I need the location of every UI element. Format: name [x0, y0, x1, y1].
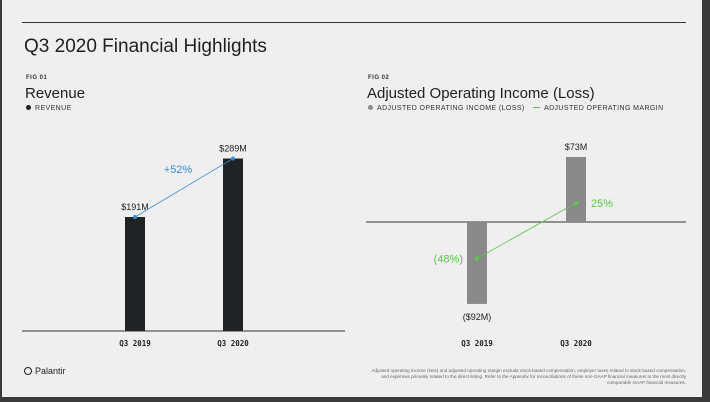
legend-label: REVENUE — [35, 105, 72, 112]
charts-canvas: $191M Q3 2019 $289M Q3 2020 +52% ($92M) Q3 201… — [22, 142, 686, 348]
data-label: $191M — [121, 202, 149, 212]
page-title: Q3 2020 Financial Highlights — [24, 36, 267, 57]
x-tick-label: Q3 2019 — [461, 339, 493, 348]
margin-point — [574, 201, 578, 205]
margin-line — [476, 202, 577, 259]
legend-revenue: REVENUE — [26, 105, 72, 112]
bar-revenue-0 — [125, 217, 145, 331]
growth-line — [134, 158, 234, 218]
x-tick-label: Q3 2020 — [560, 339, 592, 348]
bar-revenue-1 — [223, 158, 243, 331]
bar-aoi-0 — [467, 222, 487, 304]
growth-point — [133, 215, 137, 220]
x-tick-label: Q3 2020 — [217, 339, 249, 348]
data-label: $73M — [565, 142, 588, 152]
legend-aoi: ADJUSTED OPERATING INCOME (LOSS) ADJUSTE… — [368, 105, 664, 112]
footnote: Adjusted operating income (loss) and adj… — [371, 368, 686, 385]
legend-label: ADJUSTED OPERATING INCOME (LOSS) — [377, 105, 525, 112]
x-tick-label: Q3 2019 — [119, 339, 151, 348]
legend-line-icon — [533, 107, 540, 108]
data-label: $289M — [219, 144, 247, 154]
margin-label: 25% — [591, 198, 613, 210]
fig-label-2: FIG 02 — [368, 75, 390, 81]
legend-dot-icon — [26, 105, 31, 110]
chart-title-aoi: Adjusted Operating Income (Loss) — [367, 85, 595, 102]
growth-annotation: +52% — [164, 164, 193, 176]
legend-label: ADJUSTED OPERATING MARGIN — [544, 105, 664, 112]
brand-name: Palantir — [35, 366, 66, 376]
legend-dot-icon — [368, 105, 373, 110]
chart-title-revenue: Revenue — [25, 85, 86, 102]
margin-label: (48%) — [434, 253, 463, 265]
palantir-logo-icon — [24, 367, 32, 375]
top-rule — [22, 22, 686, 23]
margin-point — [475, 256, 479, 261]
data-label: ($92M) — [463, 312, 492, 322]
palantir-logo: Palantir — [24, 366, 66, 376]
bar-aoi-1 — [566, 157, 586, 222]
slide: Q3 2020 Financial Highlights FIG 01 Reve… — [2, 0, 702, 397]
growth-point — [231, 156, 235, 161]
fig-label-1: FIG 01 — [26, 75, 48, 81]
